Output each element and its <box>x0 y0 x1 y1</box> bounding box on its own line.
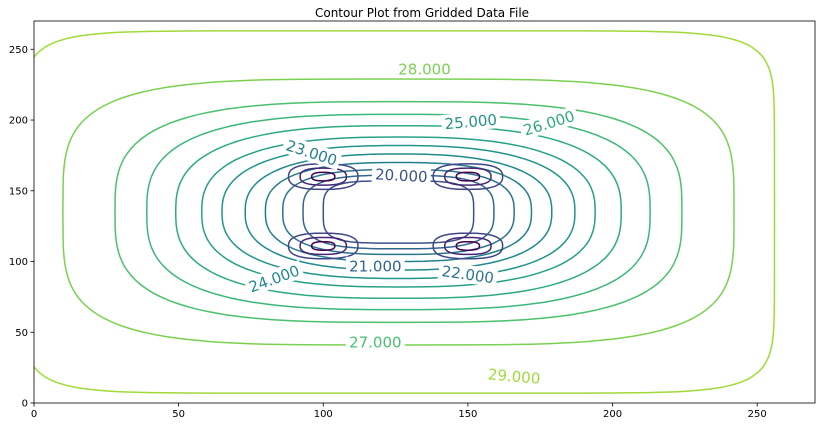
contour-label: 29.000 <box>487 365 541 388</box>
x-tick-label: 50 <box>172 409 185 420</box>
y-tick-label: 250 <box>9 45 28 56</box>
peak-1-contour-0 <box>432 163 504 191</box>
contour-label-bg <box>345 333 405 352</box>
contour-line-29 <box>34 30 776 394</box>
axes: 0 50 100 150 200 250 0 50 100 150 200 250 <box>9 20 816 420</box>
contour-label-bg <box>437 261 499 288</box>
x-tick-label: 250 <box>748 409 767 420</box>
peak-2-contour-0 <box>287 232 359 260</box>
contour-line-27 <box>114 100 683 324</box>
y-tick-label: 200 <box>9 116 28 127</box>
y-tick-label: 0 <box>22 399 28 410</box>
contour-label-group: 29.000 <box>484 364 545 388</box>
peak-1-contour-1 <box>443 167 492 186</box>
contour-line-21 <box>302 174 495 250</box>
y-tick-label: 150 <box>9 186 28 197</box>
contour-label-bg <box>518 105 580 141</box>
y-tick-label: 100 <box>9 257 28 268</box>
contour-label-group: 22.000 <box>437 261 499 288</box>
peak-0-contour-2 <box>310 171 336 182</box>
peak-3-contour-0 <box>432 232 504 260</box>
contour-label: 27.000 <box>349 334 402 352</box>
contour-label-bg <box>345 256 405 275</box>
contour-label: 25.000 <box>444 111 498 134</box>
contour-label: 20.000 <box>375 165 428 186</box>
peak-1-contour-2 <box>455 171 481 182</box>
contour-label: 22.000 <box>441 262 495 287</box>
x-tick-label: 100 <box>314 409 333 420</box>
contour-label: 28.000 <box>398 61 451 79</box>
y-tick-label: 50 <box>15 328 28 339</box>
peak-0-contour-0 <box>287 163 359 191</box>
contour-label-group: 20.000 <box>371 164 432 186</box>
contour-label-bg <box>484 364 545 388</box>
contour-lines <box>34 30 776 394</box>
contour-label-bg <box>280 134 343 171</box>
contour-line-24 <box>244 153 553 271</box>
contour-label: 26.000 <box>521 107 576 140</box>
x-tick-label: 200 <box>603 409 622 420</box>
x-tick-label: 150 <box>458 409 477 420</box>
contour-label-group: 25.000 <box>440 109 501 134</box>
peak-2-contour-1 <box>299 236 348 256</box>
contour-label-group: 21.000 <box>345 256 405 275</box>
contour-line-25 <box>221 144 576 280</box>
contour-label-group: 27.000 <box>345 333 405 352</box>
contour-line-28 <box>62 78 735 346</box>
contour-label-bg <box>243 259 305 298</box>
contour-label-group: 28.000 <box>395 60 454 79</box>
contour-label: 21.000 <box>349 257 402 275</box>
contour-line-25_5 <box>201 136 596 288</box>
contour-label-group: 26.000 <box>518 105 580 141</box>
peak-2-contour-2 <box>310 240 336 251</box>
contour-label-bg <box>371 164 432 186</box>
plot-frame <box>33 20 816 404</box>
x-tick-label: 0 <box>31 409 37 420</box>
peak-3-contour-2 <box>455 240 481 251</box>
contour-label-bg <box>395 60 454 79</box>
peak-3-contour-1 <box>443 236 492 256</box>
contour-label-bg <box>440 109 501 133</box>
chart-title: Contour Plot from Gridded Data File <box>315 6 529 20</box>
